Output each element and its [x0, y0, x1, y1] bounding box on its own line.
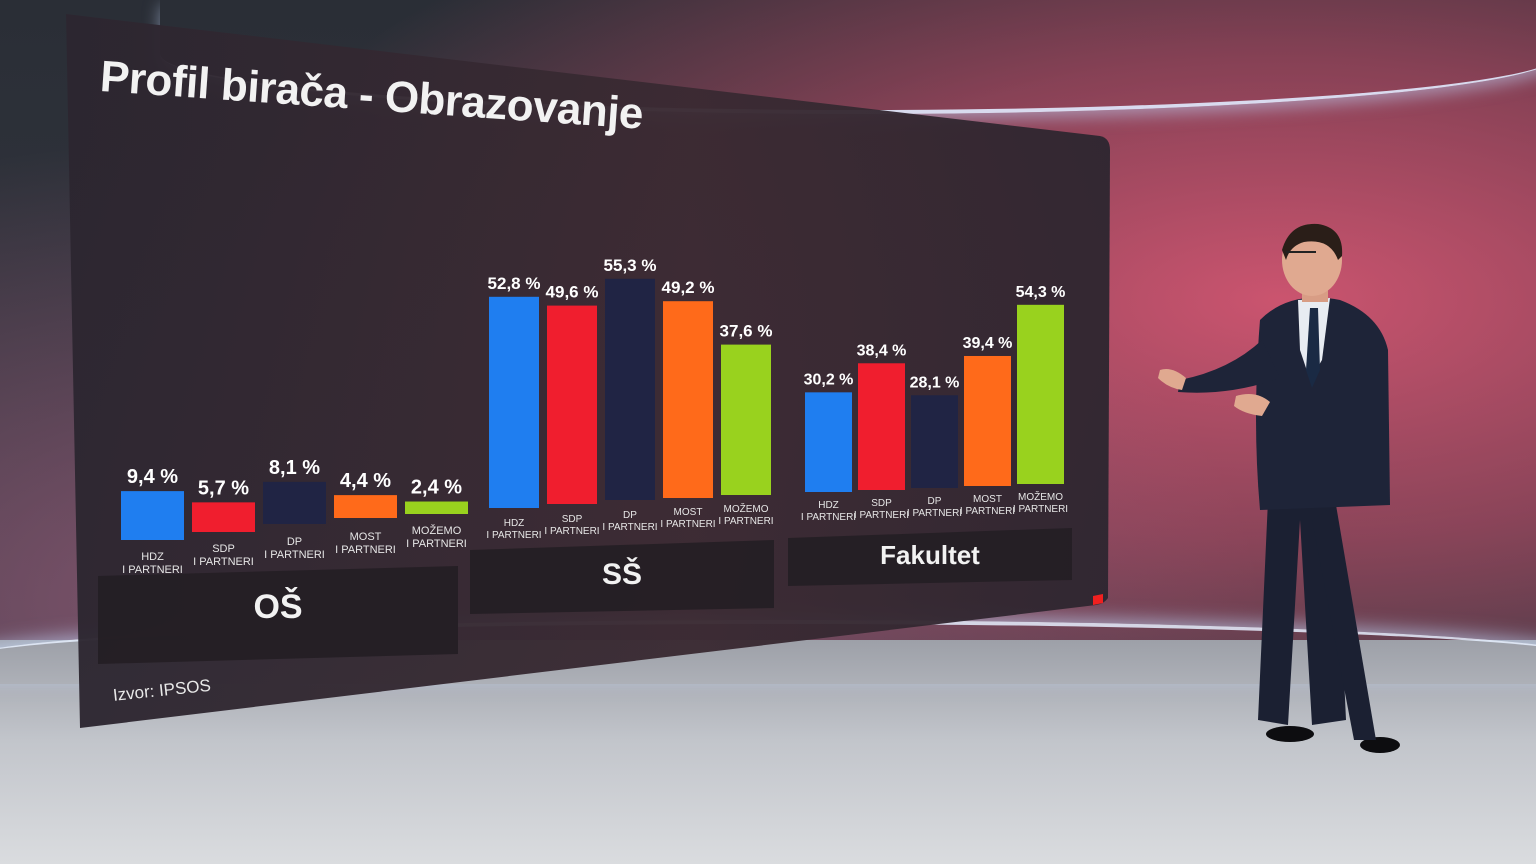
party-label: SDP	[871, 498, 892, 509]
party-label: MOST	[674, 507, 703, 518]
party-label-partners: I PARTNERI	[854, 510, 909, 521]
bar-dp	[911, 395, 958, 488]
value-label: 49,6 %	[546, 283, 599, 302]
value-label: 4,4 %	[340, 470, 391, 492]
value-label: 37,6 %	[720, 322, 773, 341]
bar-mozemo	[405, 501, 468, 514]
group-label-box	[788, 528, 1072, 586]
bar-mozemo	[721, 344, 771, 495]
bar-dp	[263, 481, 326, 524]
bar-sdp	[192, 502, 255, 532]
party-label-partners: I PARTNERI	[602, 522, 657, 533]
party-label-partners: I PARTNERI	[960, 506, 1015, 517]
bar-sdp	[547, 305, 597, 504]
party-label: HDZ	[504, 518, 525, 529]
bar-hdz	[489, 296, 539, 508]
party-label: DP	[623, 510, 637, 521]
value-label: 49,2 %	[662, 278, 715, 297]
group-name: SŠ	[602, 557, 642, 591]
party-label: MOŽEMO	[412, 524, 462, 537]
party-label: HDZ	[141, 551, 164, 563]
bar-most	[663, 301, 713, 498]
party-label-partners: I PARTNERI	[544, 526, 599, 537]
party-label-partners: I PARTNERI	[264, 549, 325, 561]
group-name: Fakultet	[880, 540, 980, 570]
party-label: SDP	[562, 514, 583, 525]
party-label: HDZ	[818, 500, 839, 511]
group-name: OŠ	[253, 587, 302, 626]
party-label-partners: I PARTNERI	[907, 508, 962, 519]
group-label-box	[470, 540, 774, 614]
party-label: MOŽEMO	[724, 502, 769, 515]
bar-hdz	[121, 491, 184, 540]
value-label: 2,4 %	[411, 477, 462, 499]
presenter-figure	[1158, 223, 1400, 753]
party-label: MOST	[350, 531, 382, 543]
party-label-partners: I PARTNERI	[801, 512, 856, 523]
value-label: 39,4 %	[963, 335, 1013, 352]
party-label-partners: I PARTNERI	[718, 516, 773, 527]
value-label: 55,3 %	[604, 256, 657, 275]
value-label: 5,7 %	[198, 477, 249, 499]
bar-most	[334, 495, 397, 518]
bar-sdp	[858, 363, 905, 490]
party-label-partners: I PARTNERI	[193, 556, 254, 568]
value-label: 8,1 %	[269, 457, 320, 479]
bar-hdz	[805, 392, 852, 492]
value-label: 54,3 %	[1016, 284, 1066, 301]
value-label: 28,1 %	[910, 374, 960, 391]
party-label: MOST	[973, 494, 1002, 505]
value-label: 38,4 %	[857, 342, 907, 359]
party-label-partners: I PARTNERI	[122, 564, 183, 576]
party-label: DP	[287, 536, 302, 548]
party-label-partners: I PARTNERI	[486, 530, 541, 541]
party-label-partners: I PARTNERI	[335, 544, 396, 556]
bar-most	[964, 355, 1011, 486]
party-label-partners: I PARTNERI	[660, 519, 715, 530]
group-label-box	[98, 566, 458, 664]
bar-mozemo	[1017, 304, 1064, 484]
value-label: 30,2 %	[804, 371, 854, 388]
value-label: 52,8 %	[488, 274, 541, 293]
panel-accent	[1093, 594, 1103, 605]
party-label: SDP	[212, 543, 235, 555]
bar-dp	[605, 278, 655, 500]
value-label: 9,4 %	[127, 466, 178, 488]
party-label-partners: I PARTNERI	[1013, 504, 1068, 515]
party-label: MOŽEMO	[1018, 490, 1063, 503]
party-label-partners: I PARTNERI	[406, 538, 467, 550]
party-label: DP	[928, 496, 942, 507]
